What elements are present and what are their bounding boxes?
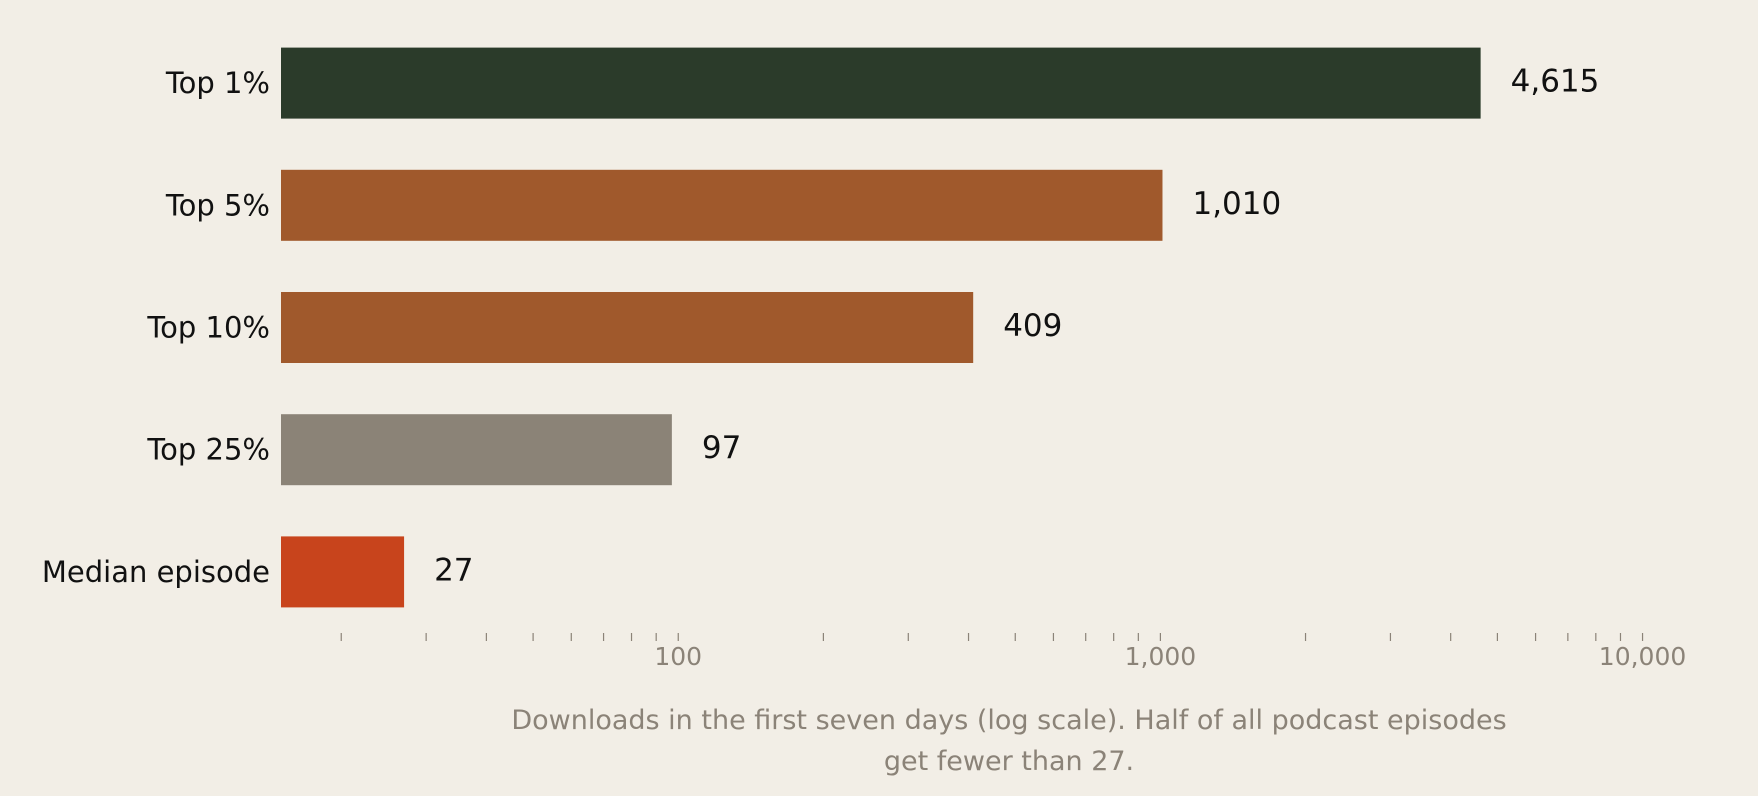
y-tick-label: Median episode [42,555,270,589]
bar [281,169,1163,241]
value-label: 27 [434,552,473,588]
x-tick-label: 100 [654,642,702,671]
x-tick-label: 1,000 [1125,642,1197,671]
value-label: 1,010 [1192,186,1281,222]
y-tick-label: Top 1% [165,66,270,100]
x-tick-label: 10,000 [1599,642,1686,671]
y-tick-label: Top 25% [146,433,270,467]
chart: 100 1,000 10,000 Top 1% 4,615 Top 5% 1,010 Top … [42,47,1686,671]
caption: Downloads in the first seven days (log s… [511,705,1507,777]
bar [281,536,405,608]
bar [281,414,672,486]
y-tick-label: Top 10% [146,311,270,345]
bar [281,47,1481,119]
value-label: 409 [1003,308,1062,344]
value-label: 97 [702,430,741,466]
y-tick-label: Top 5% [165,188,270,222]
bar [281,292,974,363]
value-label: 4,615 [1511,64,1600,100]
